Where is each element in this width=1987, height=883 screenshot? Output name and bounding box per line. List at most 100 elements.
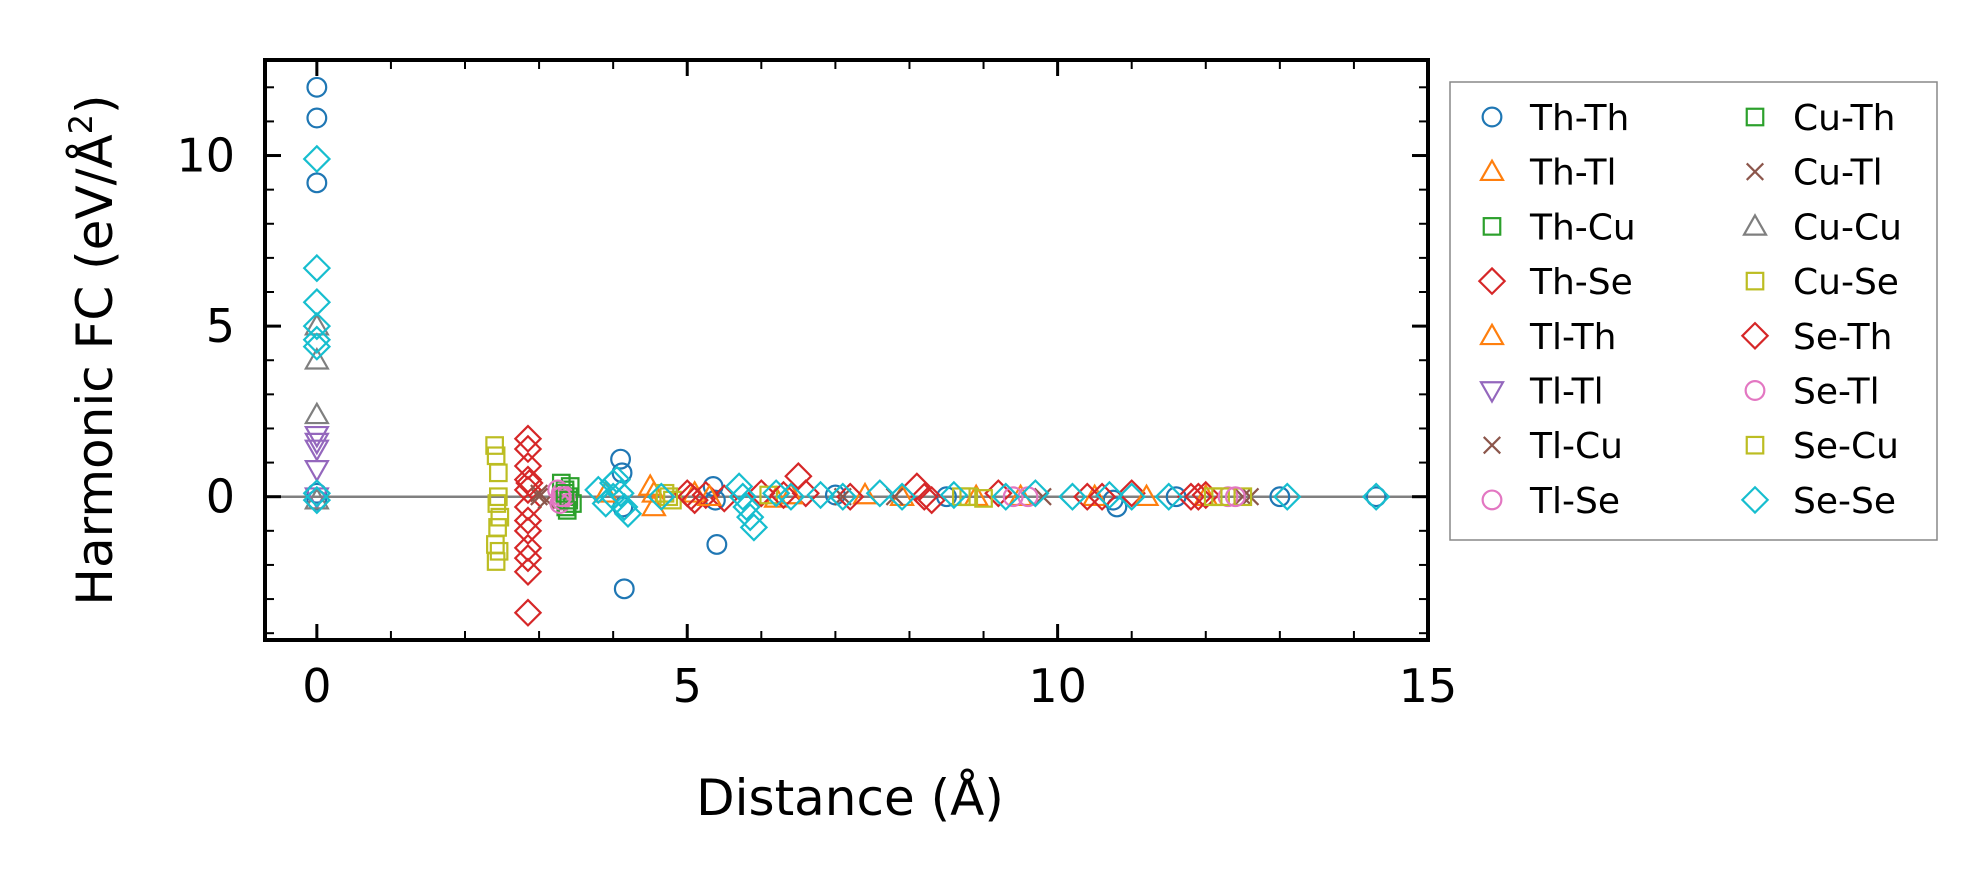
data-point [739, 513, 769, 542]
data-point [488, 487, 508, 507]
data-point [732, 492, 761, 522]
data-point [302, 288, 332, 317]
tick-labels: 0 5 10 15 0 5 10 [176, 129, 1457, 713]
data-points [302, 76, 1391, 627]
legend-label: Tl-Cu [1529, 426, 1623, 467]
data-point [302, 332, 332, 361]
legend-marker [1745, 107, 1765, 127]
y-axis-title: Harmonic FC (eV/Å2) [62, 94, 124, 605]
data-point [939, 480, 969, 510]
data-point [806, 480, 835, 510]
data-point [728, 482, 757, 511]
legend-marker [1740, 485, 1770, 515]
data-point [513, 598, 543, 627]
legend-marker [1740, 321, 1770, 351]
y-axis-title-end: ) [66, 94, 124, 114]
data-point [306, 172, 328, 194]
legend-label: Th-Th [1529, 98, 1629, 139]
data-point [696, 483, 723, 507]
data-point [303, 425, 330, 449]
data-point [489, 541, 509, 561]
data-point [1033, 487, 1052, 506]
legend-label: Th-Se [1529, 262, 1633, 303]
x-tick-label: 10 [1028, 659, 1087, 713]
data-point [776, 482, 806, 511]
data-point [1176, 482, 1206, 511]
data-point [1073, 482, 1102, 511]
data-point [1021, 479, 1050, 508]
legend-label: Th-Cu [1529, 207, 1636, 248]
data-point [513, 434, 543, 464]
data-point [598, 482, 628, 511]
legend: Th-Th Th-Tl Th-Cu Th-Se Tl-Th Tl-Tl Tl-Cu Tl-Se… [1449, 81, 1938, 541]
data-point [659, 487, 679, 507]
data-point [303, 486, 330, 510]
data-point [647, 482, 676, 511]
data-point [485, 436, 504, 455]
legend-marker [1479, 381, 1505, 404]
data-point [676, 482, 706, 511]
series-th-se [513, 424, 1220, 627]
data-point [865, 479, 895, 508]
data-point [302, 311, 332, 341]
data-point [833, 487, 852, 506]
series-se-cu [488, 487, 1223, 507]
legend-marker [1481, 106, 1503, 128]
data-point [1203, 487, 1223, 507]
data-point [1233, 487, 1253, 507]
legend-label: Se-Th [1793, 317, 1893, 358]
y-axis-title-sup: 2 [62, 114, 100, 134]
data-point [550, 486, 572, 508]
data-point [902, 472, 932, 501]
data-point [1233, 487, 1252, 506]
data-point [1081, 483, 1108, 507]
data-point [613, 578, 635, 600]
data-point [1133, 483, 1160, 507]
legend-label: Tl-Se [1529, 481, 1620, 522]
data-point [724, 472, 754, 501]
series-se-th [515, 468, 1213, 511]
legend-marker [1745, 435, 1765, 455]
data-point [302, 479, 332, 508]
series-se-se [302, 144, 1391, 542]
legend-marker [1479, 158, 1505, 182]
series-tl-tl [303, 425, 330, 510]
data-point [306, 76, 328, 98]
legend-label: Th-Tl [1529, 153, 1616, 194]
data-point [910, 482, 939, 511]
legend-label: Cu-Se [1793, 262, 1899, 303]
data-point [302, 485, 332, 515]
data-point [513, 506, 543, 535]
data-point [735, 502, 765, 532]
data-point [917, 485, 946, 515]
data-point [515, 468, 544, 498]
data-point [303, 347, 330, 370]
data-point [1002, 486, 1024, 508]
data-point [1361, 482, 1391, 511]
data-point [1224, 486, 1246, 508]
data-point [1365, 486, 1387, 508]
data-point [1117, 479, 1146, 508]
data-point [488, 463, 508, 483]
series-tl-cu [530, 484, 1252, 510]
data-point [486, 552, 506, 571]
legend-marker [1477, 266, 1507, 296]
data-point [302, 325, 332, 354]
data-point [991, 482, 1020, 511]
data-point [680, 485, 709, 515]
data-point [1095, 480, 1124, 510]
data-point [513, 465, 543, 494]
axis-ticks [265, 60, 1430, 640]
data-point [610, 448, 632, 470]
data-point [490, 507, 510, 527]
legend-box [1449, 81, 1938, 541]
legend-marker [1742, 213, 1768, 236]
data-point [556, 497, 576, 517]
data-point [706, 534, 728, 555]
data-point [602, 465, 632, 494]
legend-marker [1479, 322, 1505, 346]
legend-label: Tl-Tl [1529, 372, 1604, 413]
legend-label: Se-Se [1793, 481, 1896, 522]
data-point [828, 482, 858, 511]
